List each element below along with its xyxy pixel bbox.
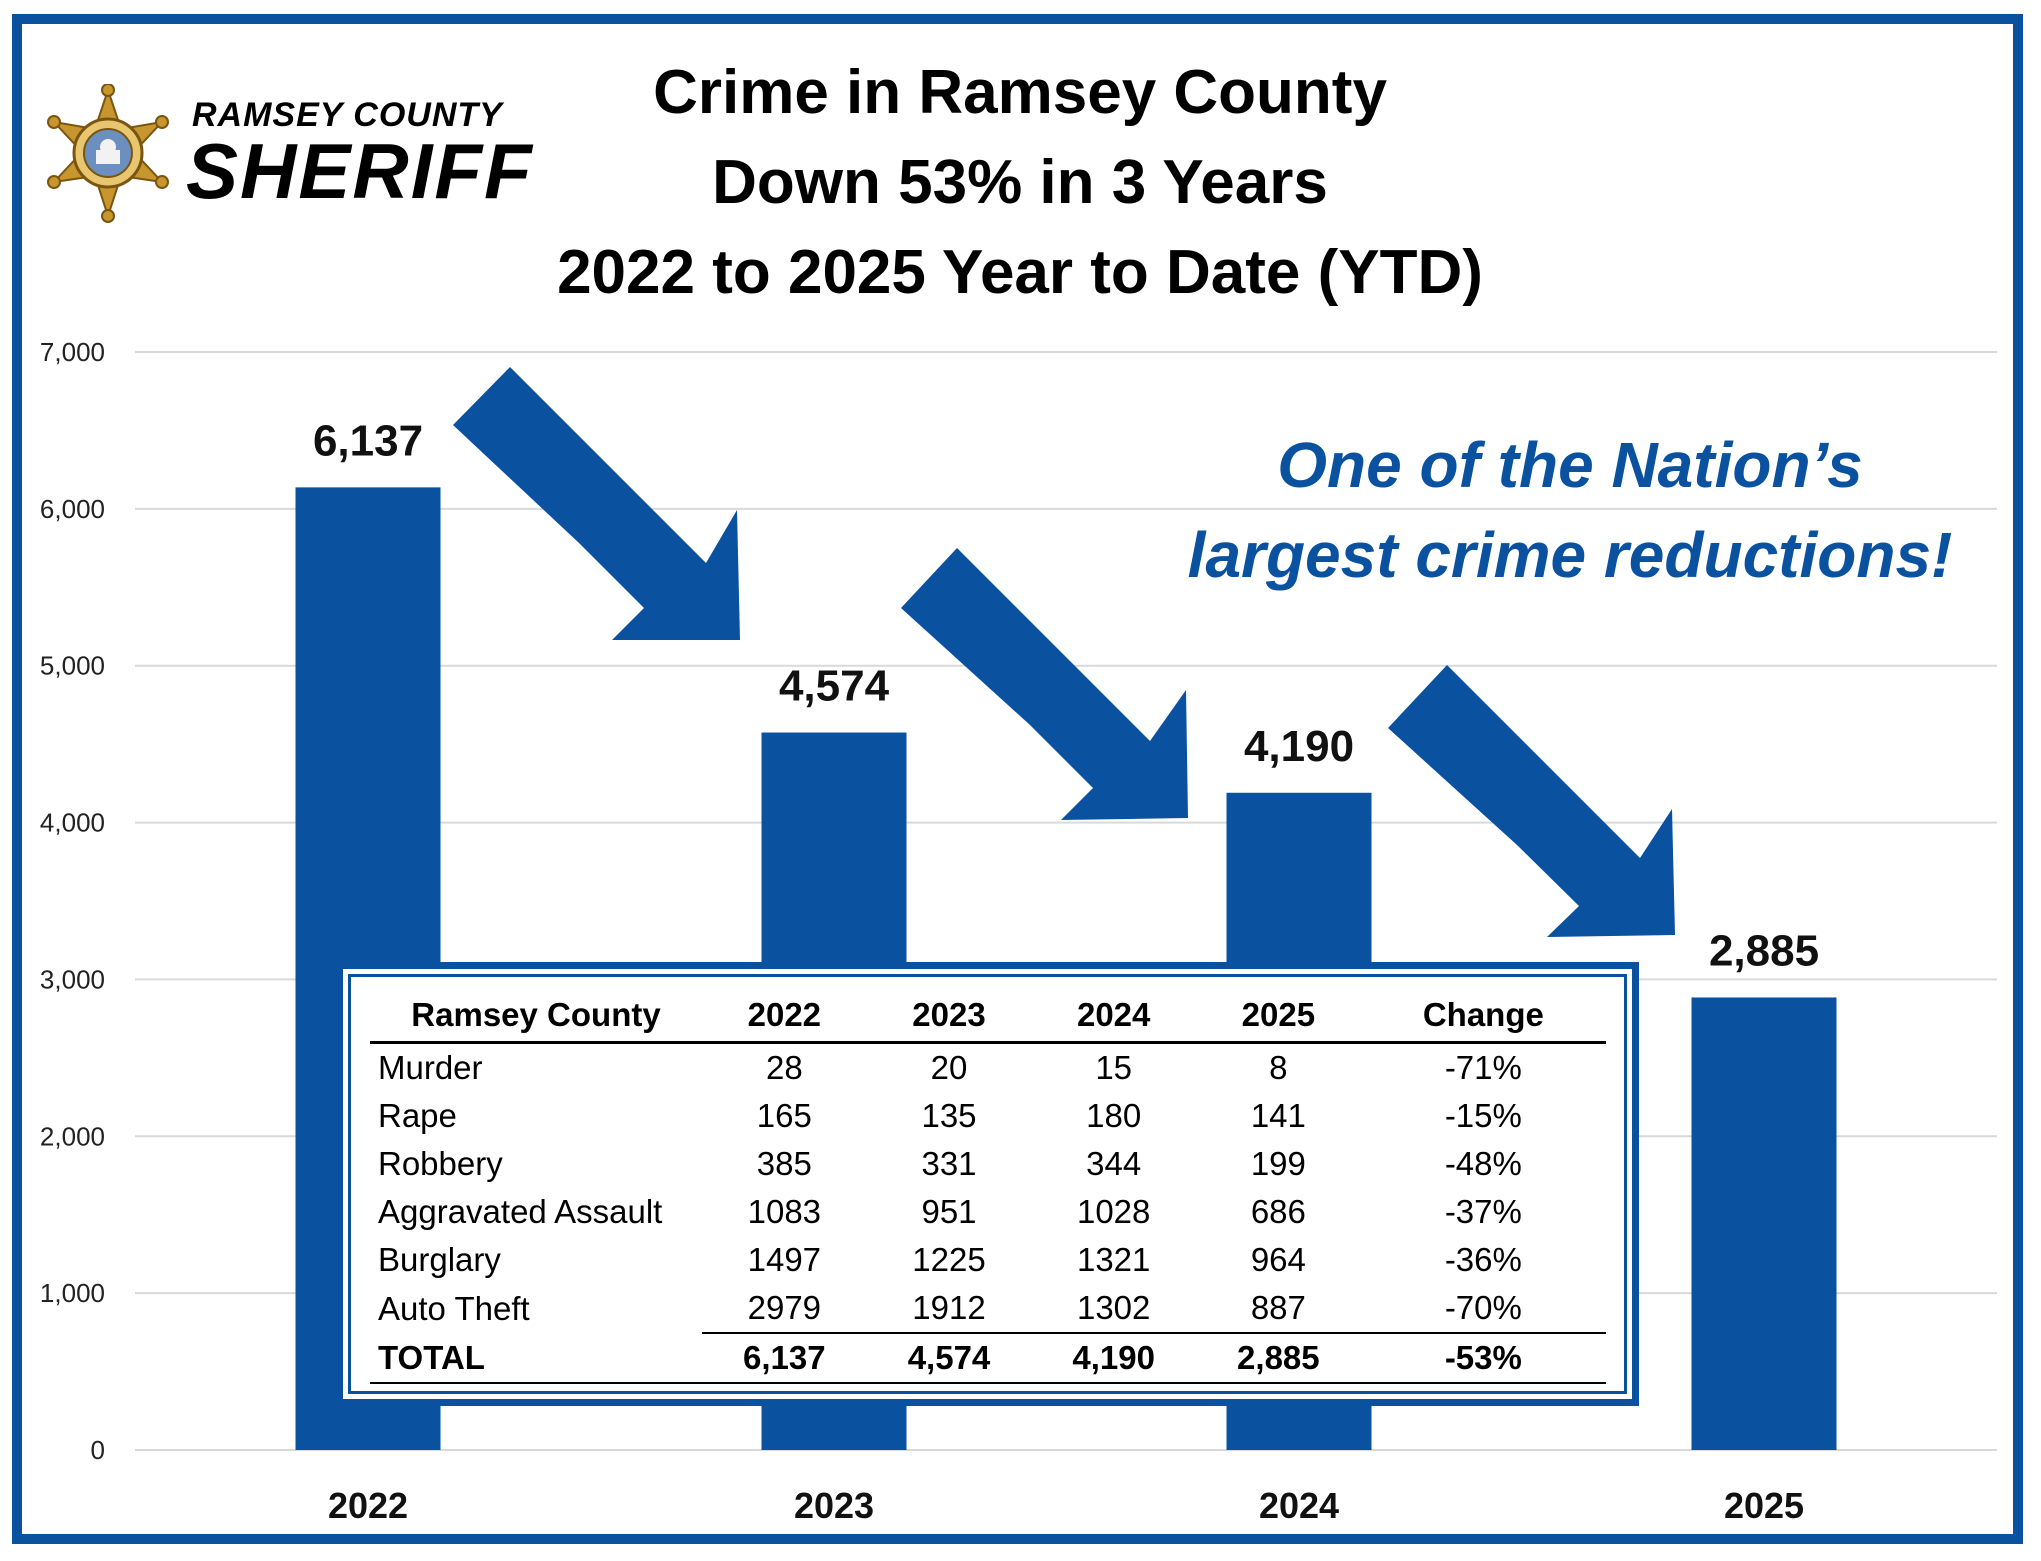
value-cell: 8 [1269,1049,1288,1086]
x-tick-label: 2025 [1724,1485,1804,1526]
value-cell: 141 [1250,1097,1306,1134]
value-cell: 6,137 [702,1332,867,1384]
row-label-cell: Burglary [378,1241,501,1278]
trend-arrows [453,367,1675,937]
value-cell: 887 [1250,1289,1306,1326]
value-cell: 2979 [747,1289,822,1326]
table-header-cell: 2022 [702,989,867,1044]
tagline: One of the Nation’s largest crime reduct… [1170,420,1970,600]
bar-value-label: 4,574 [779,662,890,711]
bar-value-label: 6,137 [313,416,423,465]
value-cell: 1225 [912,1241,986,1278]
table-total-row: TOTAL 6,137 4,574 4,190 2,885 -53% [370,1332,1606,1384]
table-row: Murder 28 20 15 8 -71% [370,1043,1606,1093]
title-line-1: Crime in Ramsey County [653,58,1387,127]
x-axis-ticks: 2022 2023 2024 2025 [328,1485,1804,1526]
value-cell: 686 [1250,1193,1306,1230]
sheriff-badge-icon [47,84,169,223]
value-cell: 20 [930,1049,968,1086]
y-tick-label: 6,000 [40,494,105,524]
y-tick-label: 2,000 [40,1121,105,1151]
value-cell: 165 [756,1097,812,1134]
value-cell: 1912 [912,1289,986,1326]
table-row: Rape 165 135 180 141 -15% [370,1092,1606,1140]
table-row: Burglary 1497 1225 1321 964 -36% [370,1236,1606,1284]
bar-value-label: 4,190 [1244,722,1354,771]
title-line-2: Down 53% in 3 Years [712,148,1328,217]
logo-top-text: RAMSEY COUNTY [192,96,503,134]
value-cell: 951 [921,1193,977,1230]
y-tick-label: 4,000 [40,808,105,838]
x-tick-label: 2024 [1259,1485,1339,1526]
table-header-cell: Ramsey County [370,989,702,1044]
tagline-line-1: One of the Nation’s [1277,429,1863,501]
down-arrow-icon [1388,665,1675,937]
table-header-cell: Change [1360,989,1606,1044]
value-cell: -36% [1444,1241,1522,1278]
value-cell: 344 [1086,1145,1142,1182]
logo-main-text: SHERIFF [186,127,534,215]
value-cell: 1497 [747,1241,822,1278]
title-line-3: 2022 to 2025 Year to Date (YTD) [557,238,1483,307]
tagline-line-2: largest crime reductions! [1187,519,1953,591]
down-arrow-icon [453,367,740,640]
value-cell: -37% [1444,1193,1522,1230]
value-cell: 199 [1250,1145,1306,1182]
bar-2025 [1691,997,1837,1450]
value-cell: -15% [1444,1097,1522,1134]
value-cell: -71% [1444,1049,1522,1086]
value-cell: 28 [765,1049,803,1086]
table-row: Robbery 385 331 344 199 -48% [370,1140,1606,1188]
y-tick-label: 5,000 [40,651,105,681]
crime-table-panel: Ramsey County 2022 2023 2024 2025 Change… [336,962,1639,1406]
row-label-cell: Auto Theft [378,1289,530,1327]
table-row: Auto Theft 2979 1912 1302 887 -70% [370,1284,1606,1333]
value-cell: 135 [921,1097,977,1134]
table-row: Aggravated Assault 1083 951 1028 686 -37% [370,1188,1606,1236]
value-cell: -70% [1444,1289,1522,1326]
table-body: Murder 28 20 15 8 -71% Rape 165 135 180 141 -15% Rob… [370,1043,1606,1384]
bar-value-label: 2,885 [1709,926,1819,975]
value-cell: 385 [756,1145,812,1182]
value-cell: 1302 [1076,1289,1151,1326]
row-label-cell: Robbery [378,1145,503,1182]
value-cell: 1028 [1076,1193,1151,1230]
table-header-cell: 2025 [1196,989,1361,1044]
row-label-cell: Rape [378,1097,457,1134]
value-cell: 1321 [1076,1241,1151,1278]
y-tick-label: 7,000 [40,337,105,367]
outer-frame [12,14,2023,1544]
table-header-cell: 2024 [1031,989,1197,1044]
chart-title: Crime in Ramsey County Down 53% in 3 Yea… [500,48,1540,318]
value-cell: 15 [1095,1049,1133,1086]
value-cell: -48% [1444,1145,1522,1182]
x-tick-label: 2023 [794,1485,874,1526]
y-tick-label: 1,000 [40,1278,105,1308]
row-label-cell: TOTAL [370,1333,702,1384]
value-cell: 2,885 [1196,1332,1361,1384]
down-arrow-icon [901,548,1188,820]
value-cell: 1083 [747,1193,822,1230]
y-tick-label: 3,000 [40,964,105,994]
y-tick-label: 0 [91,1435,105,1465]
row-label-cell: Murder [378,1049,483,1086]
table-header-cell: 2023 [866,989,1032,1044]
value-cell: -53% [1360,1332,1606,1384]
y-axis-ticks: 0 1,000 2,000 3,000 4,000 5,000 6,000 7,000 [40,337,105,1465]
value-cell: 180 [1086,1097,1142,1134]
table-header-row: Ramsey County 2022 2023 2024 2025 Change [370,989,1606,1044]
value-cell: 331 [921,1145,977,1182]
sheriff-logo: RAMSEY COUNTY SHERIFF [38,84,532,224]
value-cell: 4,574 [866,1332,1032,1384]
row-label-cell: Aggravated Assault [378,1193,663,1230]
bar-value-labels: 6,137 4,574 4,190 2,885 [313,416,1819,975]
crime-table: Ramsey County 2022 2023 2024 2025 Change… [370,989,1606,1384]
value-cell: 4,190 [1031,1332,1197,1384]
value-cell: 964 [1250,1241,1306,1278]
x-tick-label: 2022 [328,1485,408,1526]
